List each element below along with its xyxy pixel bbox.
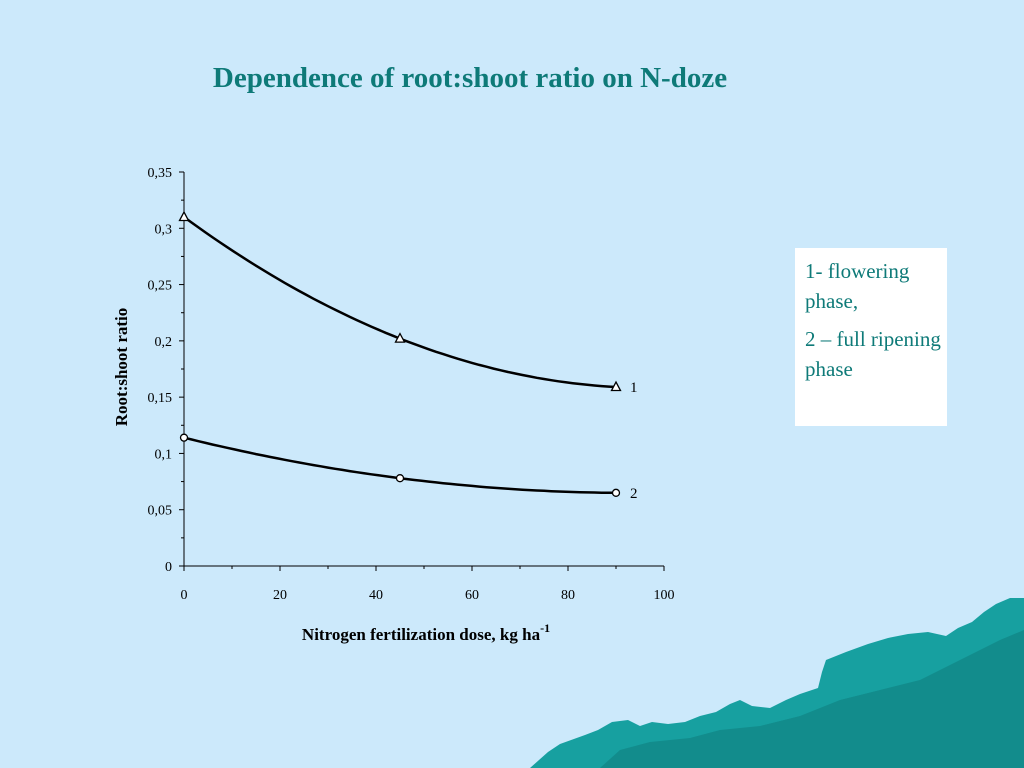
y-tick-label: 0,2	[155, 335, 173, 350]
data-point-series-1	[394, 332, 406, 343]
y-tick-label: 0,1	[155, 447, 173, 462]
data-point-series-1	[178, 210, 190, 222]
series-line-2	[183, 436, 616, 495]
y-tick-label: 0,35	[148, 166, 173, 181]
data-point-series-2	[611, 488, 621, 497]
data-point-series-2	[395, 474, 405, 483]
series-label-1: 1	[630, 380, 638, 396]
y-tick-label: 0	[165, 560, 172, 575]
x-axis-label: Nitrogen fertilization dose, kg ha-1	[302, 621, 550, 644]
phase-legend-box: 1- flowering phase, 2 – full ripening ph…	[795, 248, 947, 426]
x-axis-label-superscript: -1	[540, 621, 550, 635]
y-axis-label: Root:shoot ratio	[112, 308, 131, 427]
x-tick-label: 100	[654, 588, 675, 603]
legend-note-1: 1- flowering phase,	[805, 259, 910, 313]
x-tick-label: 40	[369, 588, 383, 603]
x-tick-label: 0	[181, 588, 188, 603]
series-label-2: 2	[630, 486, 638, 502]
x-tick-label: 80	[561, 588, 575, 603]
x-tick-label: 20	[273, 588, 287, 603]
series-line-1	[183, 215, 617, 389]
x-tick-label: 60	[465, 588, 479, 603]
legend-note-2: 2 – full ripening phase	[805, 327, 941, 381]
chart-title: Dependence of root:shoot ratio on N-doze	[212, 62, 728, 94]
data-point-series-2	[179, 433, 189, 442]
y-tick-label: 0,25	[148, 279, 173, 294]
y-tick-label: 0,05	[148, 504, 173, 519]
y-tick-label: 0,15	[148, 391, 173, 406]
y-tick-label: 0,3	[155, 222, 173, 237]
data-point-series-1	[610, 380, 622, 392]
